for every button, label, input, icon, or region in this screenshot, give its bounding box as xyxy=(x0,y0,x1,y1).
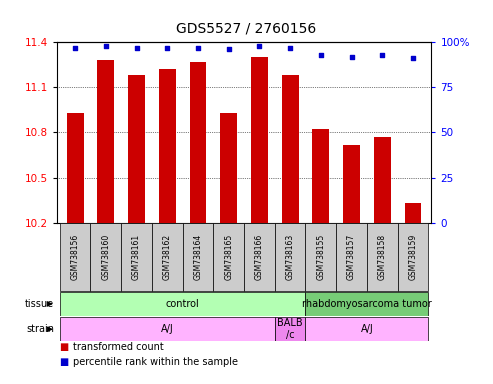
Bar xyxy=(213,223,244,291)
Text: ■: ■ xyxy=(59,342,69,352)
Text: GSM738157: GSM738157 xyxy=(347,234,356,280)
Point xyxy=(71,45,79,51)
Bar xyxy=(374,137,390,223)
Bar xyxy=(367,223,397,291)
Point xyxy=(133,45,141,51)
Text: GDS5527 / 2760156: GDS5527 / 2760156 xyxy=(176,21,317,35)
Bar xyxy=(60,317,275,341)
Bar xyxy=(159,69,176,223)
Text: BALB
/c: BALB /c xyxy=(277,318,303,340)
Text: GSM738158: GSM738158 xyxy=(378,234,387,280)
Text: A/J: A/J xyxy=(161,324,174,334)
Text: GSM738160: GSM738160 xyxy=(102,234,110,280)
Point xyxy=(102,43,110,49)
Text: A/J: A/J xyxy=(360,324,373,334)
Bar xyxy=(343,144,360,223)
Bar xyxy=(220,113,237,223)
Bar xyxy=(128,75,145,223)
Text: strain: strain xyxy=(26,324,54,334)
Point xyxy=(163,45,171,51)
Text: GSM738164: GSM738164 xyxy=(193,234,203,280)
Bar xyxy=(67,113,84,223)
Bar xyxy=(60,223,91,291)
Text: GSM738156: GSM738156 xyxy=(70,234,80,280)
Text: GSM738155: GSM738155 xyxy=(317,234,325,280)
Point xyxy=(409,55,417,61)
Text: GSM738162: GSM738162 xyxy=(163,234,172,280)
Bar xyxy=(306,317,428,341)
Text: GSM738161: GSM738161 xyxy=(132,234,141,280)
Bar xyxy=(91,223,121,291)
Point xyxy=(194,45,202,51)
Bar xyxy=(275,223,306,291)
Text: rhabdomyosarcoma tumor: rhabdomyosarcoma tumor xyxy=(302,299,432,309)
Bar xyxy=(60,292,306,316)
Text: percentile rank within the sample: percentile rank within the sample xyxy=(73,357,238,367)
Text: ■: ■ xyxy=(59,357,69,367)
Bar xyxy=(152,223,182,291)
Text: transformed count: transformed count xyxy=(73,342,164,352)
Text: tissue: tissue xyxy=(25,299,54,309)
Point xyxy=(378,52,386,58)
Bar xyxy=(313,129,329,223)
Text: GSM738166: GSM738166 xyxy=(255,234,264,280)
Bar xyxy=(98,60,114,223)
Bar xyxy=(121,223,152,291)
Text: control: control xyxy=(166,299,200,309)
Bar xyxy=(275,317,306,341)
Bar xyxy=(282,75,299,223)
Bar xyxy=(336,223,367,291)
Bar xyxy=(244,223,275,291)
Point xyxy=(348,54,355,60)
Point xyxy=(225,46,233,53)
Point xyxy=(255,43,263,49)
Bar xyxy=(404,203,422,223)
Text: GSM738163: GSM738163 xyxy=(285,234,295,280)
Text: GSM738165: GSM738165 xyxy=(224,234,233,280)
Point xyxy=(286,45,294,51)
Bar xyxy=(189,62,207,223)
Bar xyxy=(182,223,213,291)
Point xyxy=(317,52,325,58)
Bar xyxy=(306,223,336,291)
Text: GSM738159: GSM738159 xyxy=(408,234,418,280)
Bar xyxy=(397,223,428,291)
Bar xyxy=(306,292,428,316)
Bar xyxy=(251,57,268,223)
